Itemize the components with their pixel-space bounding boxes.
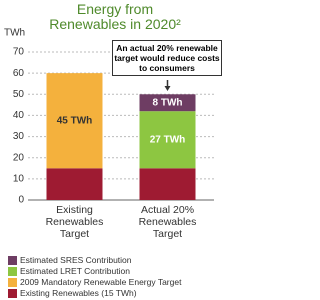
y-tick-label: 0 — [18, 195, 24, 206]
legend-label: Estimated LRET Contribution — [20, 266, 130, 276]
chart: TWh 0 10 20 30 40 50 60 70 45 TWh 27 TWh 8 TWh — [4, 28, 214, 206]
annotation: An actual 20% renewable target would red… — [112, 40, 222, 76]
bar-segment — [139, 94, 196, 112]
legend-swatch — [8, 278, 17, 287]
value-label: 8 TWh — [153, 97, 183, 108]
legend-swatch — [8, 267, 17, 276]
y-tick-label: 60 — [13, 68, 25, 79]
x-tick-label: Actual 20% Renewables Target — [138, 204, 197, 240]
value-label: 27 TWh — [150, 134, 186, 145]
x-tick-label: Existing Renewables Target — [45, 204, 104, 240]
y-tick-label: 10 — [13, 173, 25, 184]
bar-segment — [46, 73, 103, 169]
legend-swatch — [8, 289, 17, 298]
y-axis-label: TWh — [4, 28, 25, 39]
value-label: 45 TWh — [57, 115, 93, 126]
legend-swatch — [8, 256, 17, 265]
bar-segment — [139, 111, 196, 169]
bar-segment — [46, 168, 103, 200]
y-tick-label: 70 — [13, 47, 25, 58]
y-tick-label: 30 — [13, 131, 25, 142]
y-tick-label: 20 — [13, 152, 25, 163]
legend-label: 2009 Mandatory Renewable Energy Target — [20, 277, 182, 287]
legend-label: Estimated SRES Contribution — [20, 255, 132, 265]
chart-title: Energy from Renewables in 2020² — [49, 1, 181, 32]
y-tick-label: 40 — [13, 110, 25, 121]
bar-segment — [139, 168, 196, 200]
annotation-arrowhead — [164, 86, 171, 91]
legend-label: Existing Renewables (15 TWh) — [20, 288, 137, 298]
y-tick-label: 50 — [13, 89, 25, 100]
page: TWh 0 10 20 30 40 50 60 70 45 TWh 27 TWh 8 TWh Ener… — [4, 1, 222, 298]
